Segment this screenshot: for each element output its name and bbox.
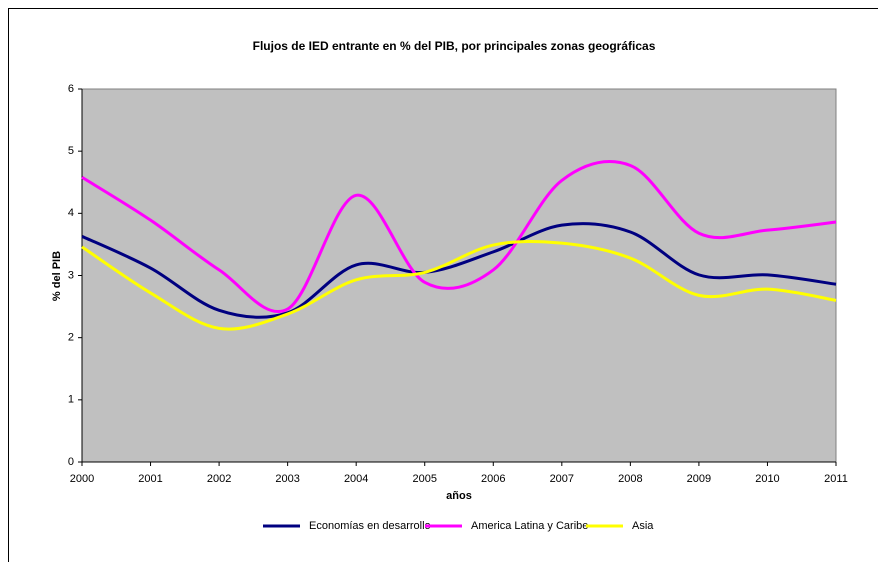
y-tick-label: 5 [68, 145, 74, 157]
y-tick-label: 2 [68, 332, 74, 344]
x-tick-label: 2002 [207, 473, 231, 485]
x-tick-label: 2004 [344, 473, 368, 485]
x-tick-label: 2007 [550, 473, 574, 485]
y-tick-label: 6 [68, 83, 74, 95]
x-tick-label: 2000 [70, 473, 94, 485]
x-tick-label: 2008 [618, 473, 642, 485]
y-tick-label: 0 [68, 456, 74, 468]
y-axis-label: % del PIB [51, 251, 63, 301]
chart-frame [8, 8, 878, 562]
x-tick-label: 2005 [412, 473, 436, 485]
series-line [81, 222, 837, 319]
x-axis-label: años [446, 490, 472, 502]
series-line [81, 160, 837, 313]
legend-label: Asia [632, 520, 654, 532]
x-tick-label: 2009 [687, 473, 711, 485]
legend-label: Economías en desarrollo [309, 520, 431, 532]
legend-label: America Latina y Caribe [471, 520, 588, 532]
plot-area [81, 88, 837, 463]
x-tick-label: 2003 [275, 473, 299, 485]
x-tick-label: 2010 [755, 473, 779, 485]
y-tick-label: 4 [68, 207, 74, 219]
x-tick-label: 2001 [138, 473, 162, 485]
x-tick-label: 2011 [824, 473, 848, 485]
x-tick-label: 2006 [481, 473, 505, 485]
chart-title: Flujos de IED entrante en % del PIB, por… [253, 39, 656, 53]
series-line [81, 239, 837, 331]
y-tick-label: 1 [68, 394, 74, 406]
y-tick-label: 3 [68, 269, 74, 281]
